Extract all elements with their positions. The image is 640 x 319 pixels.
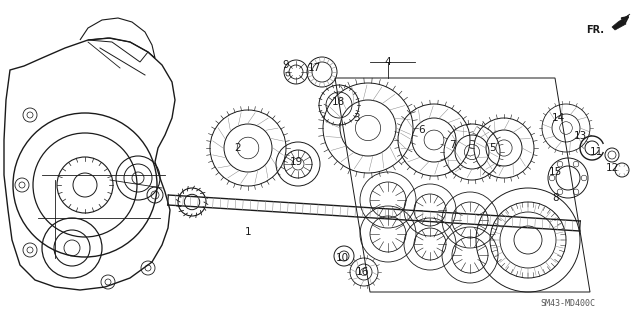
- Text: 16: 16: [355, 267, 369, 277]
- Text: 14: 14: [552, 113, 564, 123]
- Text: 5: 5: [489, 143, 495, 153]
- Text: 13: 13: [573, 131, 587, 141]
- Text: 19: 19: [289, 157, 303, 167]
- Text: SM43-MD400C: SM43-MD400C: [541, 299, 595, 308]
- Text: 2: 2: [235, 143, 241, 153]
- Text: FR.: FR.: [586, 25, 604, 35]
- Polygon shape: [612, 14, 630, 30]
- Text: 6: 6: [419, 125, 426, 135]
- Text: 12: 12: [605, 163, 619, 173]
- Text: 3: 3: [353, 113, 359, 123]
- Text: 18: 18: [332, 97, 344, 107]
- Text: 4: 4: [385, 57, 391, 67]
- Text: 7: 7: [449, 140, 455, 150]
- Text: 9: 9: [283, 60, 289, 70]
- Text: 8: 8: [553, 193, 559, 203]
- Text: 1: 1: [244, 227, 252, 237]
- Text: 15: 15: [548, 167, 562, 177]
- Text: 11: 11: [589, 147, 603, 157]
- Text: 17: 17: [307, 63, 321, 73]
- Text: 10: 10: [335, 253, 349, 263]
